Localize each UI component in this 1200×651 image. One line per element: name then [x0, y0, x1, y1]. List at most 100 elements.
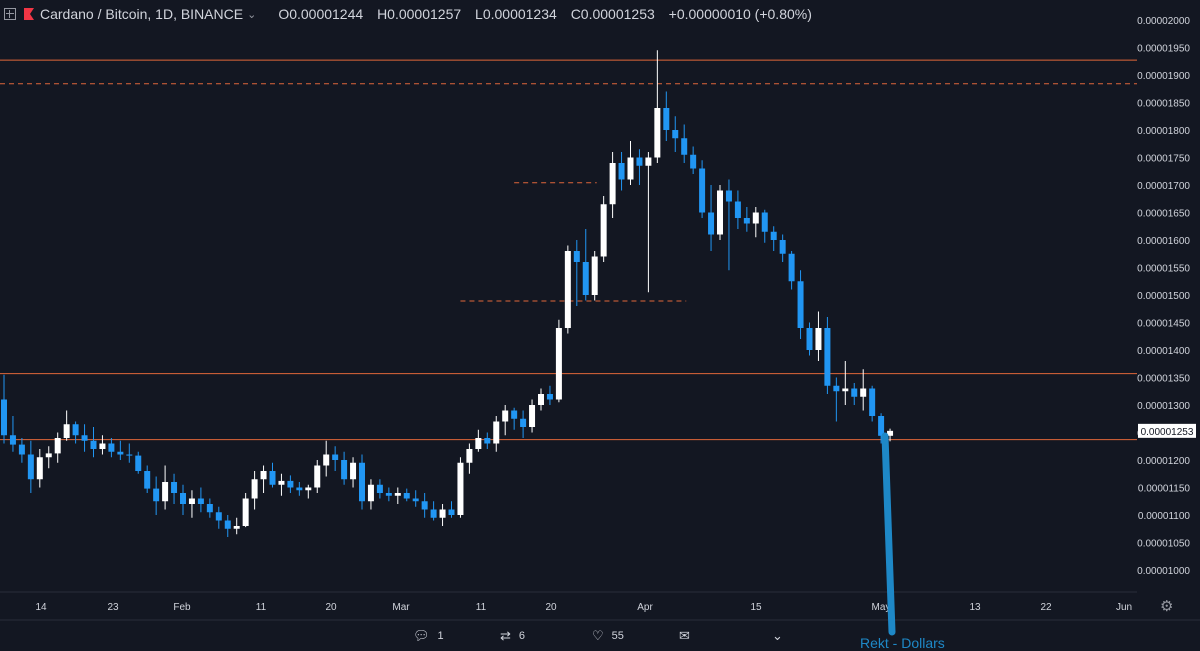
candle-body — [699, 168, 706, 213]
low-value: L0.00001234 — [475, 6, 557, 22]
y-tick-label: 0.00001900 — [1137, 71, 1190, 82]
candle-body — [144, 471, 151, 489]
like-button[interactable]: ♡ 55 — [592, 628, 624, 644]
y-tick-label: 0.00001500 — [1137, 291, 1190, 302]
candle-body — [887, 430, 894, 436]
chevron-down-icon[interactable]: ⌄ — [247, 8, 257, 21]
close-value: C0.00001253 — [570, 6, 655, 22]
candle-body — [135, 455, 142, 471]
candle-body — [430, 509, 437, 518]
candle-body — [448, 509, 455, 515]
candle-body — [421, 501, 428, 510]
social-bar: 💬︎ 1 ⇄ 6 ♡ 55 ✉ ⌄ — [0, 620, 1200, 650]
candle-body — [842, 388, 849, 392]
y-tick-label: 0.00001400 — [1137, 346, 1190, 357]
candle-body — [573, 251, 580, 262]
reply-icon: 💬︎ — [413, 628, 430, 643]
candle-body — [287, 480, 294, 488]
candle-body — [224, 520, 231, 529]
y-tick-label: 0.00001550 — [1137, 264, 1190, 275]
candle-body — [591, 256, 598, 295]
candle-body — [233, 526, 240, 529]
candle-body — [725, 190, 732, 202]
candle-body — [350, 462, 357, 480]
candle-body — [63, 424, 70, 438]
change-value: +0.00000010 (+0.80%) — [668, 6, 812, 22]
candle-body — [869, 388, 876, 416]
y-tick-label: 0.00001000 — [1137, 566, 1190, 577]
candle-body — [511, 410, 518, 419]
candle-body — [815, 328, 822, 350]
mail-icon: ✉ — [679, 628, 690, 643]
x-tick-label: 11 — [476, 602, 487, 613]
gear-icon[interactable]: ⚙ — [1160, 598, 1174, 615]
candle-body — [54, 438, 61, 454]
candle-body — [708, 212, 715, 235]
more-button[interactable]: ⌄ — [772, 628, 791, 644]
x-tick-label: 15 — [750, 602, 762, 613]
retweet-count: 6 — [518, 630, 526, 642]
candle-body — [269, 471, 276, 485]
x-tick-label: Apr — [637, 602, 653, 613]
candle-body — [502, 410, 509, 422]
candle-body — [663, 108, 670, 130]
candle-body — [457, 462, 464, 515]
y-tick-label: 0.00001450 — [1137, 319, 1190, 330]
symbol-title[interactable]: Cardano / Bitcoin, 1D, BINANCE — [40, 6, 244, 22]
x-tick-label: 20 — [545, 602, 557, 613]
y-tick-label: 0.00001300 — [1137, 401, 1190, 412]
candle-body — [99, 443, 106, 449]
y-tick-label: 0.00001150 — [1138, 484, 1191, 495]
reply-button[interactable]: 💬︎ 1 — [413, 628, 444, 644]
candle-body — [636, 157, 643, 166]
candle-body — [27, 454, 34, 480]
price-axis — [1137, 0, 1200, 620]
candle-body — [520, 418, 527, 427]
candle-body — [251, 479, 258, 499]
share-button[interactable]: ✉ — [679, 628, 698, 644]
candle-body — [314, 465, 321, 488]
y-tick-label: 0.00001600 — [1137, 236, 1190, 247]
candle-body — [323, 454, 330, 466]
open-value: O0.00001244 — [278, 6, 364, 22]
candle-body — [296, 487, 303, 491]
y-tick-label: 0.00001350 — [1137, 374, 1190, 385]
brand-flag-icon — [24, 8, 34, 20]
expand-icon[interactable] — [4, 8, 16, 20]
candle-body — [90, 440, 97, 449]
candle-body — [439, 509, 446, 518]
candle-body — [779, 240, 786, 254]
candle-body — [743, 218, 750, 224]
candle-body — [278, 480, 285, 485]
candle-body — [117, 451, 124, 455]
candle-body — [367, 484, 374, 502]
candle-body — [529, 405, 536, 427]
candle-body — [45, 453, 52, 458]
candle-body — [376, 484, 383, 493]
candle-body — [609, 163, 616, 205]
candle-body — [403, 493, 410, 499]
candle-body — [833, 385, 840, 392]
candle-body — [332, 454, 339, 460]
candle-body — [466, 449, 473, 463]
candle-body — [493, 421, 500, 444]
candle-body — [206, 504, 213, 513]
y-tick-label: 0.00001050 — [1137, 539, 1190, 550]
last-price-label: 0.00001253 — [1141, 427, 1194, 438]
candle-body — [627, 157, 634, 180]
candle-body — [690, 154, 697, 169]
candle-body — [18, 444, 25, 455]
candle-body — [806, 328, 813, 350]
x-tick-label: Feb — [173, 602, 191, 613]
candle-body — [162, 482, 169, 502]
x-tick-label: 11 — [256, 602, 267, 613]
candle-body — [126, 454, 133, 456]
candle-body — [341, 460, 348, 480]
retweet-button[interactable]: ⇄ 6 — [500, 628, 525, 644]
candle-body — [600, 204, 607, 257]
x-tick-label: 22 — [1040, 602, 1052, 613]
high-value: H0.00001257 — [377, 6, 462, 22]
candle-body — [797, 281, 804, 328]
candle-body — [645, 157, 652, 166]
